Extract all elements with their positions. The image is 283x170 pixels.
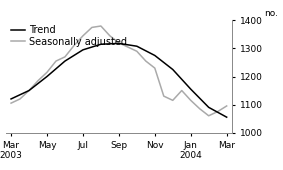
Seasonally adjusted (72, 45, 76, 47)
Seasonally adjusted (54, 60, 58, 62)
Text: no.: no. (264, 9, 278, 18)
Seasonally adjusted (108, 35, 112, 37)
Seasonally adjusted (9, 102, 13, 104)
Seasonally adjusted (99, 25, 103, 27)
Line: Seasonally adjusted: Seasonally adjusted (11, 26, 227, 116)
Seasonally adjusted (189, 99, 192, 101)
Trend (207, 106, 210, 108)
Seasonally adjusted (216, 110, 219, 113)
Seasonally adjusted (18, 98, 22, 100)
Legend: Trend, Seasonally adjusted: Trend, Seasonally adjusted (10, 25, 127, 47)
Trend (189, 88, 192, 90)
Trend (225, 116, 228, 118)
Seasonally adjusted (126, 46, 130, 48)
Seasonally adjusted (63, 56, 67, 58)
Seasonally adjusted (117, 42, 121, 44)
Seasonally adjusted (90, 26, 94, 28)
Seasonally adjusted (153, 67, 156, 69)
Trend (153, 54, 156, 56)
Seasonally adjusted (144, 60, 147, 62)
Seasonally adjusted (36, 80, 40, 82)
Trend (63, 60, 67, 62)
Seasonally adjusted (225, 105, 228, 107)
Line: Trend: Trend (11, 43, 227, 117)
Trend (117, 42, 121, 44)
Trend (9, 98, 13, 100)
Seasonally adjusted (180, 89, 183, 91)
Trend (135, 45, 138, 47)
Seasonally adjusted (198, 108, 201, 110)
Seasonally adjusted (135, 50, 138, 52)
Trend (27, 89, 31, 91)
Seasonally adjusted (27, 89, 31, 91)
Trend (171, 69, 174, 71)
Trend (45, 75, 49, 78)
Trend (81, 49, 85, 51)
Seasonally adjusted (171, 99, 174, 101)
Seasonally adjusted (207, 115, 210, 117)
Seasonally adjusted (45, 71, 49, 73)
Seasonally adjusted (162, 95, 166, 97)
Seasonally adjusted (81, 35, 85, 37)
Trend (99, 43, 103, 45)
